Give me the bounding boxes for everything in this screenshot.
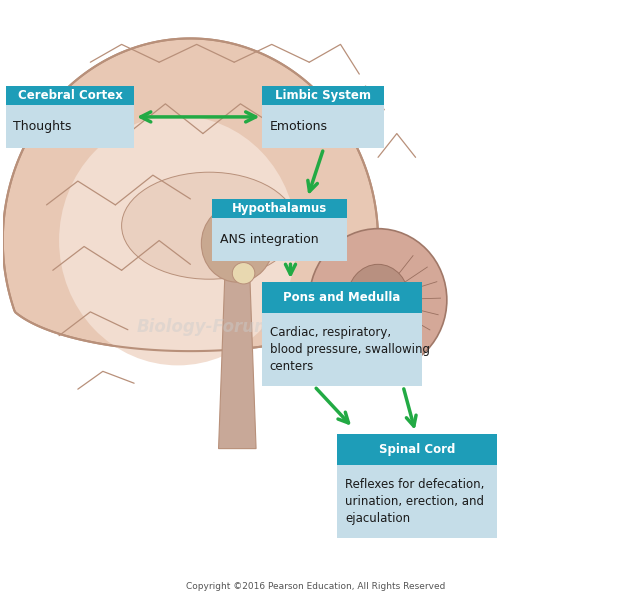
Ellipse shape bbox=[59, 116, 297, 365]
FancyBboxPatch shape bbox=[6, 105, 134, 148]
FancyBboxPatch shape bbox=[262, 313, 422, 386]
Text: Cerebral Cortex: Cerebral Cortex bbox=[18, 89, 122, 102]
Circle shape bbox=[232, 263, 255, 284]
Text: ANS integration: ANS integration bbox=[220, 233, 319, 246]
FancyBboxPatch shape bbox=[212, 218, 347, 262]
FancyBboxPatch shape bbox=[338, 465, 497, 538]
Text: Limbic System: Limbic System bbox=[275, 89, 371, 102]
FancyBboxPatch shape bbox=[212, 199, 347, 218]
FancyBboxPatch shape bbox=[6, 86, 134, 105]
Text: Spinal Cord: Spinal Cord bbox=[379, 443, 456, 456]
Ellipse shape bbox=[309, 229, 447, 371]
Text: Biology-Forums: Biology-Forums bbox=[136, 318, 282, 336]
Text: Pons and Medulla: Pons and Medulla bbox=[283, 291, 401, 304]
Text: Thoughts: Thoughts bbox=[13, 120, 72, 133]
FancyBboxPatch shape bbox=[262, 105, 384, 148]
Ellipse shape bbox=[122, 172, 297, 279]
Text: Hypothalamus: Hypothalamus bbox=[232, 202, 327, 215]
FancyBboxPatch shape bbox=[262, 282, 422, 313]
Ellipse shape bbox=[347, 265, 410, 335]
FancyBboxPatch shape bbox=[338, 434, 497, 465]
Text: Emotions: Emotions bbox=[270, 120, 328, 133]
Ellipse shape bbox=[201, 205, 273, 282]
Text: Reflexes for defecation,
urination, erection, and
ejaculation: Reflexes for defecation, urination, erec… bbox=[345, 478, 484, 525]
Text: Cardiac, respiratory,
blood pressure, swallowing
centers: Cardiac, respiratory, blood pressure, sw… bbox=[270, 326, 430, 373]
FancyBboxPatch shape bbox=[262, 86, 384, 105]
Polygon shape bbox=[3, 38, 378, 351]
Polygon shape bbox=[218, 276, 256, 449]
Text: Copyright ©2016 Pearson Education, All Rights Reserved: Copyright ©2016 Pearson Education, All R… bbox=[186, 582, 445, 591]
